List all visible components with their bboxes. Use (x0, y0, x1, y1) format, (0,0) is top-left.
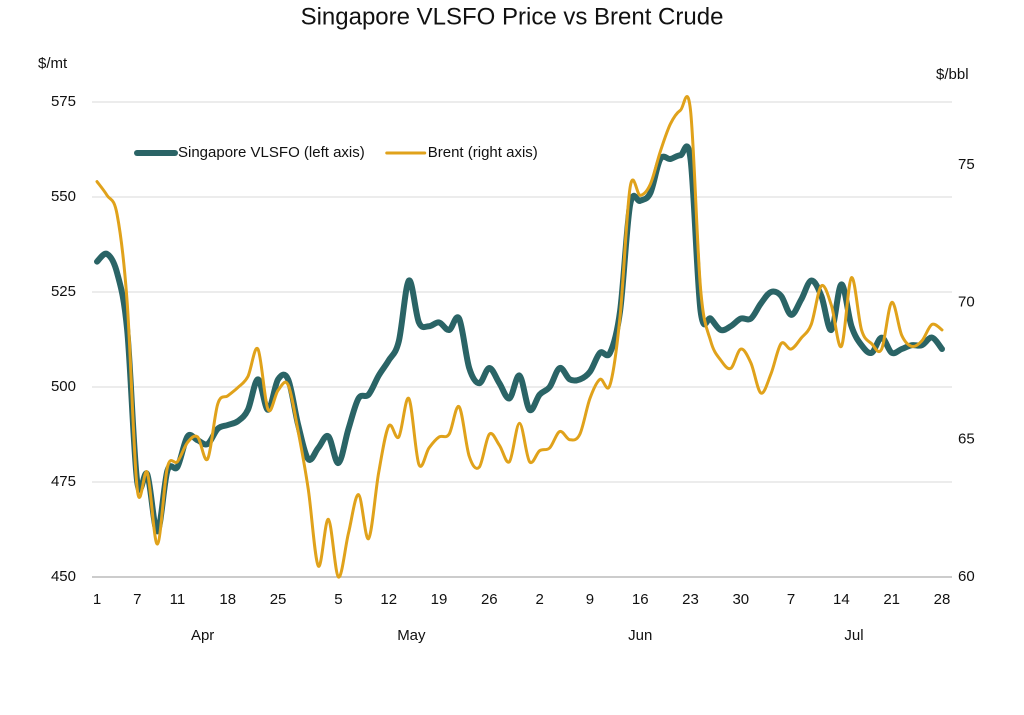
x-tick-label: 30 (732, 591, 749, 608)
x-tick-label: 1 (93, 591, 101, 608)
x-tick-label: 5 (334, 591, 342, 608)
series-line (95, 95, 944, 579)
y2-tick-label: 75 (958, 156, 975, 173)
x-tick-label: 23 (682, 591, 699, 608)
y-tick-label: 475 (51, 473, 76, 490)
y-tick-label: 575 (51, 93, 76, 110)
y2-tick-label: 65 (958, 431, 975, 448)
x-tick-label: 7 (787, 591, 795, 608)
series-line (94, 143, 945, 535)
x-tick-label: 19 (431, 591, 448, 608)
x-tick-label: 16 (632, 591, 649, 608)
x-tick-label: 14 (833, 591, 850, 608)
y2-tick-label: 60 (958, 568, 975, 585)
y2-tick-label: 70 (958, 293, 975, 310)
y-tick-label: 500 (51, 378, 76, 395)
legend-label: Brent (right axis) (428, 144, 538, 161)
y-axis-label: $/mt (38, 55, 68, 72)
x-tick-label: 9 (586, 591, 594, 608)
x-group-label: Apr (191, 627, 214, 644)
x-tick-label: 18 (219, 591, 236, 608)
x-group-label: May (397, 627, 426, 644)
x-tick-label: 12 (380, 591, 397, 608)
x-tick-label: 7 (133, 591, 141, 608)
x-tick-label: 28 (934, 591, 951, 608)
x-tick-label: 2 (535, 591, 543, 608)
y-tick-label: 450 (51, 568, 76, 585)
x-tick-label: 11 (170, 591, 186, 608)
x-tick-label: 26 (481, 591, 498, 608)
x-group-label: Jul (844, 627, 863, 644)
x-tick-label: 25 (270, 591, 287, 608)
y-tick-label: 525 (51, 283, 76, 300)
x-group-label: Jun (628, 627, 652, 644)
x-tick-label: 21 (883, 591, 900, 608)
chart-title: Singapore VLSFO Price vs Brent Crude (301, 3, 724, 30)
legend-label: Singapore VLSFO (left axis) (178, 144, 365, 161)
y2-axis-label: $/bbl (936, 66, 969, 83)
y-tick-label: 550 (51, 188, 76, 205)
